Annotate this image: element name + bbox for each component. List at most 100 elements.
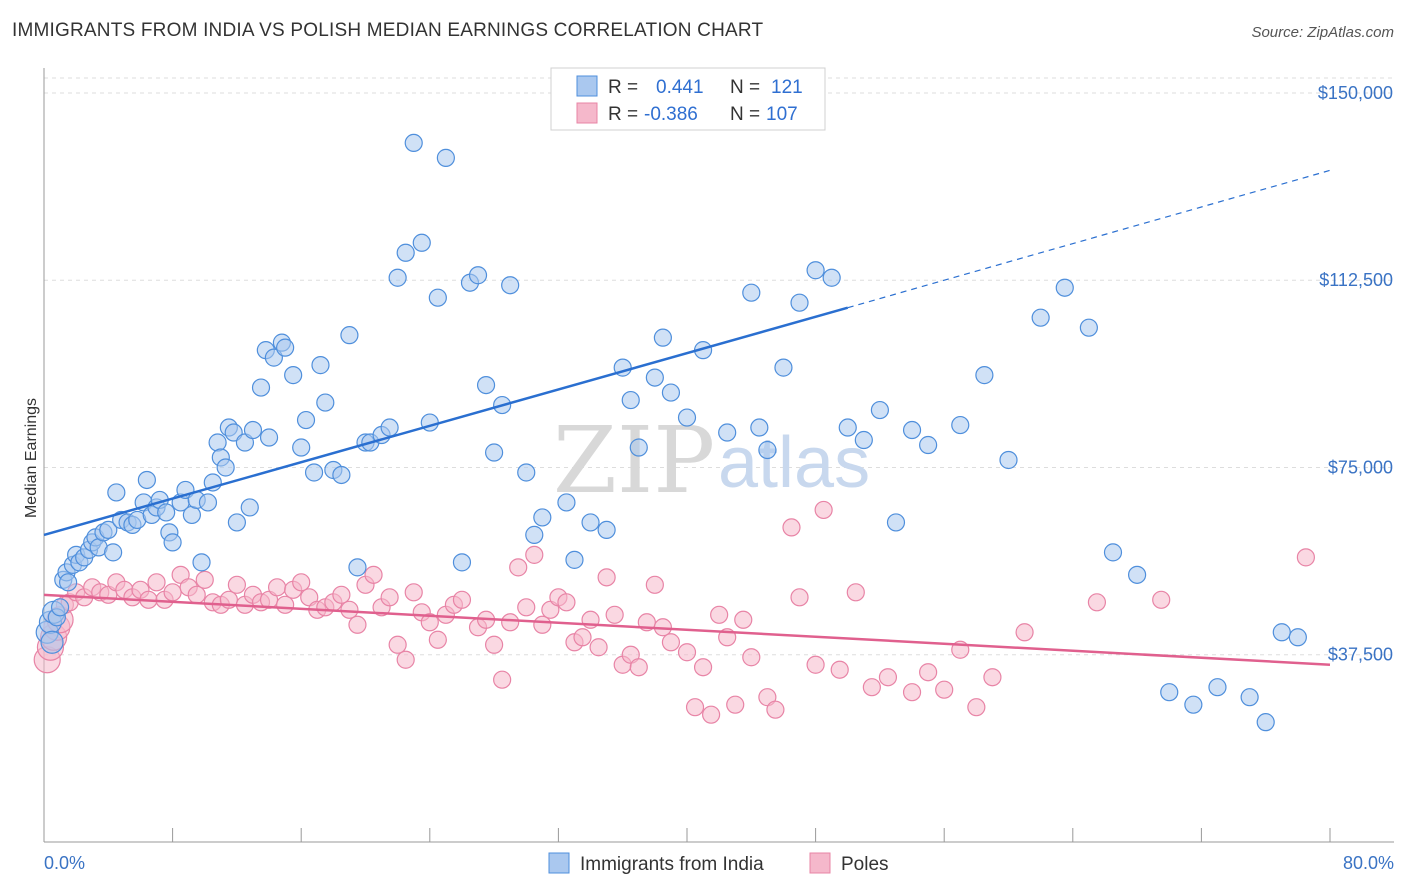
india-point-112 xyxy=(951,415,970,435)
india-point-126 xyxy=(1288,628,1307,647)
india-point-117 xyxy=(1079,318,1098,337)
y-tick-label-1: $75,000 xyxy=(1328,457,1393,477)
india-point-105 xyxy=(822,268,841,287)
legend-poles-label: Poles xyxy=(841,854,889,875)
india-point-72 xyxy=(412,233,431,252)
india-point-120 xyxy=(1160,683,1179,702)
poles-point-98 xyxy=(862,678,881,697)
legend: Immigrants from India Poles xyxy=(548,852,889,875)
stats-india-swatch xyxy=(576,75,598,97)
india-point-115 xyxy=(1031,308,1050,327)
india-point-8 xyxy=(59,573,78,592)
india-point-109 xyxy=(886,513,906,532)
india-point-108 xyxy=(870,400,890,420)
india-point-48 xyxy=(243,420,263,440)
india-point-121 xyxy=(1184,695,1203,714)
poles-point-73 xyxy=(605,605,624,624)
poles-trend-line xyxy=(43,593,1331,666)
chart-title: IMMIGRANTS FROM INDIA VS POLISH MEDIAN E… xyxy=(12,20,764,41)
poles-point-80 xyxy=(661,633,681,652)
stats-india-n-value: 121 xyxy=(771,77,803,98)
india-point-124 xyxy=(1256,713,1275,732)
india-point-104 xyxy=(806,261,825,280)
poles-point-78 xyxy=(645,575,664,594)
poles-point-85 xyxy=(710,605,729,624)
india-point-99 xyxy=(742,283,761,302)
india-point-76 xyxy=(452,553,472,572)
india-point-114 xyxy=(999,450,1018,470)
y-axis-label: Median Earnings xyxy=(23,398,40,518)
watermark-atlas: atlas xyxy=(718,423,870,503)
poles-point-100 xyxy=(902,683,922,702)
poles-point-23 xyxy=(195,570,214,589)
india-point-101 xyxy=(758,440,777,460)
india-point-91 xyxy=(621,390,640,410)
india-point-70 xyxy=(396,243,415,262)
india-point-123 xyxy=(1240,688,1259,707)
india-point-116 xyxy=(1055,278,1074,297)
india-point-110 xyxy=(902,420,922,440)
poles-point-41 xyxy=(340,600,359,619)
poles-point-46 xyxy=(380,588,399,607)
poles-point-40 xyxy=(332,585,351,604)
india-point-49 xyxy=(251,378,271,397)
india-point-55 xyxy=(284,366,303,385)
poles-point-107 xyxy=(1087,593,1107,612)
india-point-60 xyxy=(316,393,335,412)
india-point-82 xyxy=(501,276,520,295)
india-point-79 xyxy=(476,375,496,395)
india-point-37 xyxy=(192,553,211,572)
trend-lines xyxy=(43,169,1331,666)
india-point-92 xyxy=(629,438,648,457)
india-point-113 xyxy=(975,366,994,385)
india-point-122 xyxy=(1208,678,1227,697)
poles-point-58 xyxy=(485,635,504,654)
india-point-26 xyxy=(137,470,156,490)
poles-point-17 xyxy=(147,573,166,592)
india-point-93 xyxy=(645,368,664,387)
legend-poles-swatch xyxy=(809,852,831,874)
stats-india-r-value: 0.441 xyxy=(656,77,704,98)
stats-poles-r-label: R = xyxy=(608,104,638,125)
india-point-68 xyxy=(380,418,399,437)
india-point-78 xyxy=(468,266,488,285)
india-point-86 xyxy=(557,493,576,512)
india-point-63 xyxy=(340,326,359,345)
poles-point-99 xyxy=(878,668,898,687)
india-point-47 xyxy=(240,498,259,517)
poles-point-106 xyxy=(1015,623,1034,642)
poles-point-84 xyxy=(702,705,721,724)
india-point-75 xyxy=(436,148,455,167)
india-point-111 xyxy=(919,435,938,455)
poles-point-72 xyxy=(597,568,616,587)
poles-point-51 xyxy=(420,613,439,632)
india-point-59 xyxy=(311,356,330,375)
poles-point-49 xyxy=(404,583,423,602)
poles-point-60 xyxy=(501,613,520,632)
india-point-83 xyxy=(517,463,536,482)
india-point-87 xyxy=(565,550,584,569)
poles-point-87 xyxy=(726,695,745,714)
india-point-80 xyxy=(485,443,504,462)
x-tick-label-max: 80.0% xyxy=(1343,853,1394,873)
india-point-40 xyxy=(208,433,227,452)
poles-point-96 xyxy=(830,660,849,679)
poles-point-27 xyxy=(227,575,246,594)
india-point-89 xyxy=(597,520,616,540)
series-india xyxy=(35,133,1307,732)
india-point-94 xyxy=(653,328,672,347)
india-point-107 xyxy=(854,430,873,450)
poles-point-55 xyxy=(452,590,472,609)
stats-poles-n-label: N = xyxy=(730,104,760,125)
poles-point-104 xyxy=(967,698,986,717)
india-point-64 xyxy=(348,558,367,577)
poles-point-47 xyxy=(388,635,407,654)
poles-point-35 xyxy=(292,573,311,592)
india-point-69 xyxy=(388,268,407,287)
stats-poles-n-value: 107 xyxy=(766,104,798,125)
india-point-100 xyxy=(750,418,769,437)
poles-point-81 xyxy=(677,643,697,662)
poles-point-33 xyxy=(276,595,295,614)
poles-point-59 xyxy=(493,670,512,689)
india-point-118 xyxy=(1103,543,1123,562)
